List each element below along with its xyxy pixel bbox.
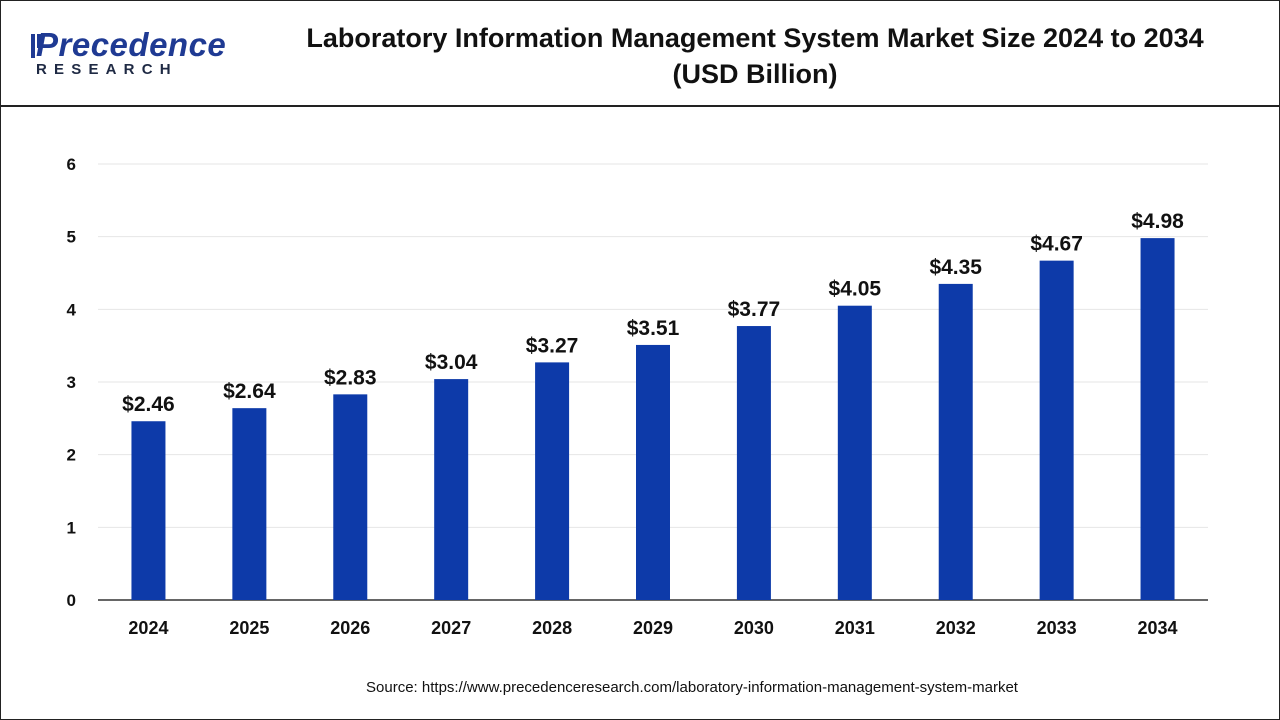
x-tick-label: 2024 (128, 618, 168, 638)
bar-value-label: $2.64 (223, 380, 276, 403)
y-tick-label: 2 (67, 446, 76, 465)
x-tick-label: 2034 (1138, 618, 1178, 638)
x-tick-label: 2028 (532, 618, 572, 638)
chart-title: Laboratory Information Management System… (250, 20, 1260, 92)
y-tick-label: 1 (67, 518, 76, 537)
chart-title-line-2: (USD Billion) (672, 59, 838, 89)
bar-value-label: $3.27 (526, 334, 579, 357)
brand-logo: Precedence RESEARCH (30, 26, 230, 80)
x-tick-label: 2025 (229, 618, 269, 638)
bar-value-label: $2.46 (122, 393, 175, 416)
x-tick-label: 2030 (734, 618, 774, 638)
bar-value-label: $3.04 (425, 351, 478, 374)
bar-value-label: $4.98 (1131, 210, 1184, 233)
bar (1140, 238, 1175, 600)
header: Precedence RESEARCH Laboratory Informati… (0, 0, 1280, 107)
bar-chart: 0 1 2 3 4 5 6 $2.46 2024 $2.64 2025 $2.83 2026 $3.04 2… (67, 155, 1208, 638)
x-tick-label: 2033 (1037, 618, 1077, 638)
bar-value-label: $2.83 (324, 366, 377, 389)
bar (333, 394, 368, 600)
bar-value-label: $3.51 (627, 317, 680, 340)
x-tick-label: 2027 (431, 618, 471, 638)
bar (1039, 260, 1074, 600)
bar-value-label: $4.35 (929, 256, 982, 279)
bar (938, 283, 973, 600)
bar-value-label: $3.77 (728, 298, 781, 321)
y-tick-label: 4 (67, 300, 77, 319)
bar (232, 408, 267, 600)
x-tick-label: 2032 (936, 618, 976, 638)
chart-title-line-1: Laboratory Information Management System… (306, 23, 1204, 53)
bar-value-label: $4.67 (1030, 233, 1083, 256)
bar (535, 362, 570, 600)
y-tick-label: 0 (67, 591, 76, 610)
x-tick-label: 2026 (330, 618, 370, 638)
logo-wordmark: Precedence (36, 26, 227, 63)
y-tick-label: 6 (67, 155, 76, 174)
bar (837, 305, 872, 600)
y-tick-label: 5 (67, 228, 76, 247)
x-tick-label: 2031 (835, 618, 875, 638)
bar (636, 344, 670, 600)
y-tick-label: 3 (67, 373, 76, 392)
logo-subtitle: RESEARCH (36, 61, 178, 78)
bar (434, 379, 469, 600)
x-tick-label: 2029 (633, 618, 673, 638)
source-note: Source: https://www.precedenceresearch.c… (366, 679, 1018, 696)
bar (736, 326, 771, 600)
bar (131, 421, 166, 600)
bar-value-label: $4.05 (829, 278, 882, 301)
logo-mark-icon (31, 34, 41, 58)
